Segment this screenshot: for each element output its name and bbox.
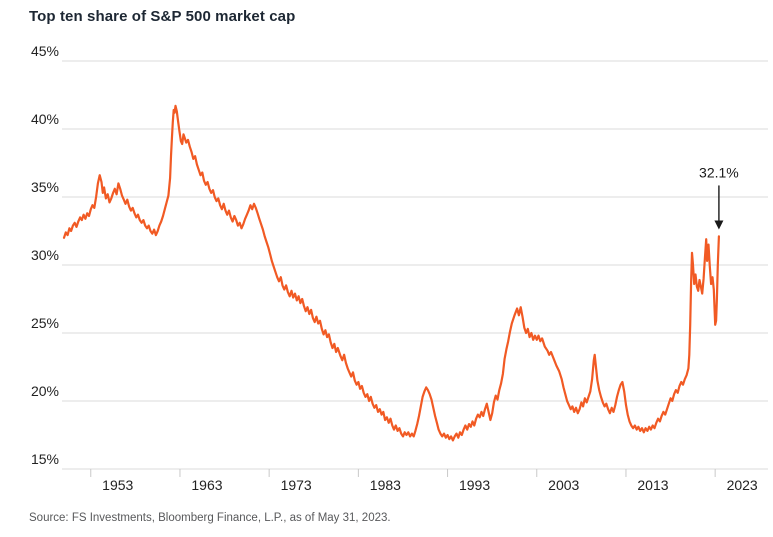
y-tick-label: 35% <box>31 179 59 195</box>
x-tick-label: 1993 <box>459 477 490 493</box>
gridlines <box>62 60 768 470</box>
source-note: Source: FS Investments, Bloomberg Financ… <box>29 512 391 524</box>
x-tick-label: 2003 <box>548 477 579 493</box>
y-tick-label: 45% <box>31 43 59 59</box>
annotation-arrowhead-icon <box>714 220 724 230</box>
x-tick-label: 1973 <box>281 477 312 493</box>
x-tick-label: 1953 <box>102 477 133 493</box>
y-tick-label: 30% <box>31 247 59 263</box>
chart-title: Top ten share of S&P 500 market cap <box>29 8 296 25</box>
x-axis: 1953 1963 1973 1983 1993 2003 2013 2023 <box>90 469 758 493</box>
x-tick-label: 1963 <box>191 477 222 493</box>
x-tick-label: 2013 <box>637 477 668 493</box>
data-series <box>62 104 721 442</box>
y-tick-label: 40% <box>31 111 59 127</box>
y-tick-label: 25% <box>31 315 59 331</box>
x-tick-label: 2023 <box>727 477 758 493</box>
y-tick-label: 20% <box>31 383 59 399</box>
annotation: 32.1% <box>699 164 739 230</box>
x-tick-label: 1983 <box>370 477 401 493</box>
y-axis-labels: 15% 20% 25% 30% 35% 40% 45% <box>31 43 59 467</box>
annotation-label: 32.1% <box>699 164 739 180</box>
data-line <box>62 104 721 442</box>
y-tick-label: 15% <box>31 451 59 467</box>
